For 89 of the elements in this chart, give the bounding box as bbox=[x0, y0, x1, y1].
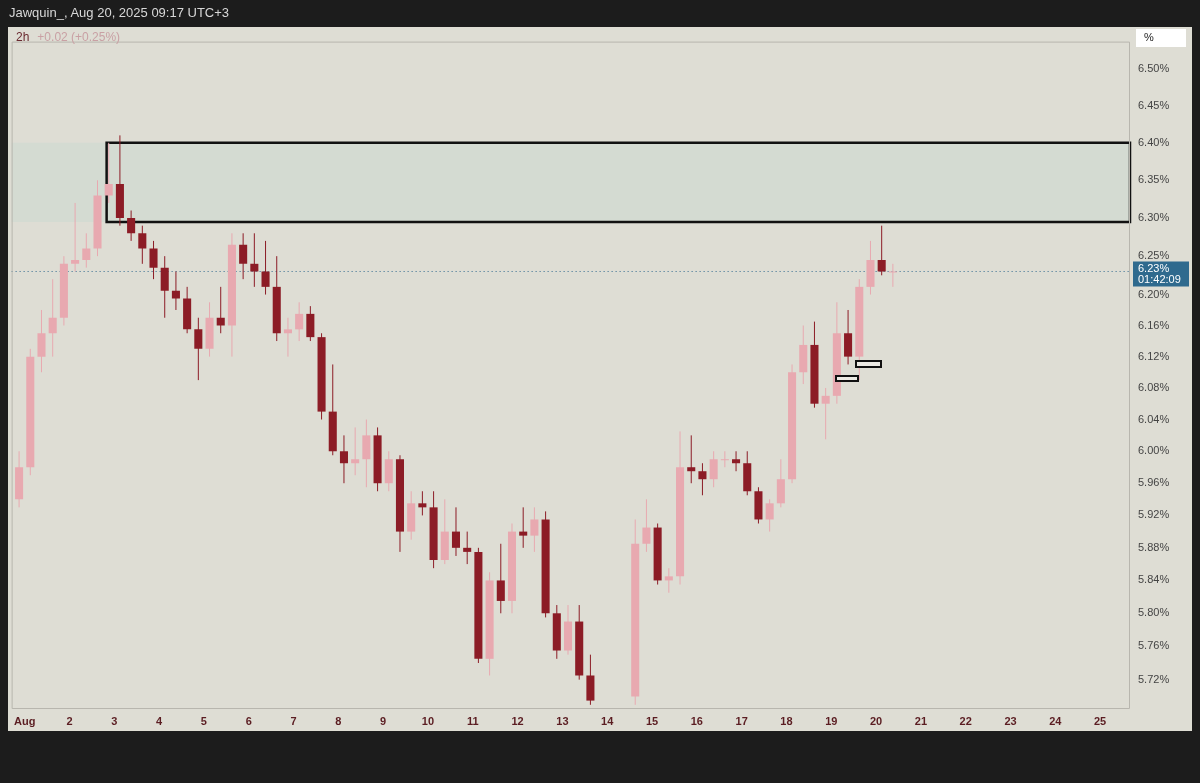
candlestick bbox=[463, 531, 472, 565]
y-tick-label: 5.76% bbox=[1138, 639, 1170, 652]
y-tick-label: 6.16% bbox=[1138, 318, 1170, 331]
text: % bbox=[1144, 31, 1154, 44]
candlestick bbox=[877, 225, 886, 276]
y-tick-label: 5.80% bbox=[1138, 606, 1170, 619]
candlestick bbox=[138, 225, 147, 265]
y-tick-label: 6.30% bbox=[1138, 211, 1170, 224]
candlestick bbox=[732, 450, 741, 472]
x-tick-label: 17 bbox=[735, 714, 748, 727]
x-tick-label: 21 bbox=[914, 714, 928, 727]
x-tick-label: 22 bbox=[959, 714, 972, 727]
x-tick-label: 6 bbox=[245, 714, 252, 727]
candlestick bbox=[451, 506, 461, 557]
x-tick-label: 14 bbox=[601, 714, 615, 727]
candlestick bbox=[261, 240, 270, 296]
text: Jawquin_, Aug 20, 2025 09:17 UTC+3 bbox=[9, 5, 230, 20]
candlestick bbox=[384, 450, 393, 492]
x-tick-label: 13 bbox=[556, 714, 569, 727]
candlestick bbox=[171, 270, 180, 311]
y-tick-label: 6.50% bbox=[1138, 61, 1170, 74]
candlestick bbox=[239, 232, 248, 280]
candlestick bbox=[698, 462, 707, 496]
y-tick-label: 6.00% bbox=[1138, 444, 1170, 457]
x-tick-label: 15 bbox=[645, 714, 659, 727]
candlestick bbox=[765, 498, 774, 533]
candlestick bbox=[104, 142, 113, 204]
annotation: +0.02 (+0.25%) bbox=[37, 30, 121, 44]
candlestick bbox=[709, 450, 718, 488]
y-tick-label: 6.40% bbox=[1138, 135, 1170, 148]
candlestick bbox=[519, 506, 528, 549]
candlestick bbox=[127, 210, 136, 242]
x-tick-label: 20 bbox=[869, 714, 883, 727]
chart-title: 2h bbox=[16, 30, 30, 44]
candlestick bbox=[194, 317, 203, 381]
candlestick bbox=[664, 567, 673, 594]
y-tick-label: 5.84% bbox=[1138, 573, 1170, 586]
y-tick-label: 5.72% bbox=[1138, 672, 1170, 685]
x-tick-label: 24 bbox=[1049, 714, 1063, 727]
candlestick bbox=[362, 419, 371, 488]
candlestick bbox=[821, 387, 830, 440]
candlestick bbox=[37, 309, 46, 373]
candlestick bbox=[888, 263, 897, 288]
y-tick-label: 6.25% bbox=[1138, 249, 1170, 262]
candlestick bbox=[250, 232, 259, 288]
candlestick bbox=[530, 506, 539, 553]
x-tick-label: 16 bbox=[690, 714, 703, 727]
y-tick-label: 6.45% bbox=[1138, 98, 1170, 111]
candlestick bbox=[844, 309, 853, 365]
x-tick-label: Aug bbox=[14, 714, 36, 727]
x-tick-label: 2 bbox=[66, 714, 73, 727]
x-tick-label: 5 bbox=[200, 714, 207, 727]
candlestick bbox=[687, 434, 696, 484]
y-tick-label: 5.88% bbox=[1138, 540, 1170, 553]
text: 01:42:09 bbox=[1138, 272, 1181, 285]
x-tick-label: 11 bbox=[466, 714, 479, 727]
x-tick-label: 3 bbox=[111, 714, 118, 727]
x-tick-label: 12 bbox=[511, 714, 524, 727]
x-tick-label: 9 bbox=[380, 714, 387, 727]
candlestick bbox=[71, 202, 80, 272]
candlestick bbox=[149, 240, 158, 280]
y-tick-label: 6.08% bbox=[1138, 381, 1170, 393]
candlestick bbox=[48, 278, 57, 358]
candlestick bbox=[339, 434, 348, 484]
candlestick bbox=[306, 305, 315, 342]
candlestick bbox=[295, 301, 304, 342]
candlestick bbox=[82, 232, 91, 269]
ref-line-label: 6.23% bbox=[1138, 261, 1170, 274]
x-tick-label: 23 bbox=[1004, 714, 1017, 727]
y-tick-label: 5.96% bbox=[1138, 476, 1170, 489]
candlestick bbox=[351, 426, 360, 476]
x-tick-label: 8 bbox=[335, 714, 342, 727]
x-tick-label: 19 bbox=[825, 714, 838, 727]
x-tick-label: 4 bbox=[156, 714, 164, 727]
y-tick-label: 6.04% bbox=[1138, 412, 1170, 425]
x-tick-label: 10 bbox=[421, 714, 435, 727]
candlestick bbox=[496, 543, 505, 614]
y-tick-label: 5.92% bbox=[1138, 508, 1170, 521]
x-tick-label: 7 bbox=[290, 714, 297, 727]
y-tick-label: 6.35% bbox=[1138, 173, 1170, 186]
y-tick-label: 6.12% bbox=[1138, 349, 1170, 362]
candlestick bbox=[160, 255, 169, 319]
x-tick-label: 25 bbox=[1094, 714, 1107, 727]
x-tick-label: 18 bbox=[780, 714, 793, 727]
candlestick bbox=[642, 498, 651, 553]
candlestick bbox=[283, 317, 292, 358]
candlestick bbox=[720, 450, 729, 468]
candlestick bbox=[418, 490, 427, 516]
y-tick-label: 6.20% bbox=[1138, 287, 1170, 300]
